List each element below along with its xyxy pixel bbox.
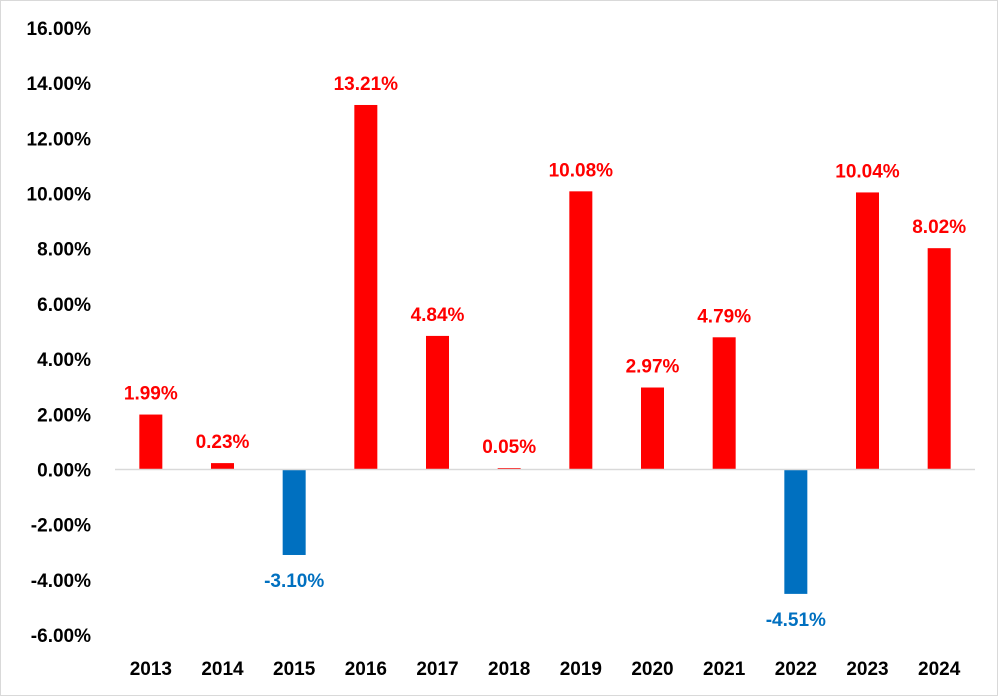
y-tick-label: 4.00% <box>37 350 91 371</box>
y-tick-label: -2.00% <box>31 516 91 537</box>
y-tick-label: 2.00% <box>37 405 91 426</box>
bar-2024 <box>927 248 951 470</box>
data-label-2018: 0.05% <box>482 437 536 458</box>
y-tick-label: 14.00% <box>27 74 92 95</box>
bar-2023 <box>856 192 879 470</box>
data-label-2024: 8.02% <box>912 217 966 238</box>
x-tick-label: 2016 <box>345 659 387 680</box>
bar-2020 <box>641 387 664 470</box>
bar-2021 <box>712 337 736 470</box>
bar-2013 <box>139 414 163 470</box>
y-tick-label: 10.00% <box>27 185 92 206</box>
x-tick-label: 2019 <box>560 659 602 680</box>
y-tick-label: -6.00% <box>31 626 91 647</box>
bar-2014 <box>211 463 234 470</box>
data-label-2019: 10.08% <box>549 160 614 181</box>
x-tick-label: 2017 <box>416 659 458 680</box>
data-label-2023: 10.04% <box>835 161 900 182</box>
bar-2015 <box>282 469 306 555</box>
data-label-2021: 4.79% <box>697 306 751 327</box>
y-tick-label: 0.00% <box>37 460 91 481</box>
bar-2017 <box>426 335 449 470</box>
y-tick-label: -4.00% <box>31 571 91 592</box>
y-axis: 16.00% 14.00% 12.00% 10.00% 8.00% 6.00% 4.00% 2… <box>27 19 92 647</box>
x-tick-label: 2018 <box>488 659 530 680</box>
data-label-2016: 13.21% <box>334 74 399 95</box>
y-tick-label: 12.00% <box>27 129 92 150</box>
x-tick-label: 2023 <box>846 659 888 680</box>
bar-2022 <box>784 469 808 594</box>
x-tick-label: 2014 <box>201 659 244 680</box>
bar-2016 <box>354 104 378 470</box>
x-tick-label: 2024 <box>918 659 961 680</box>
y-tick-label: 6.00% <box>37 295 91 316</box>
y-tick-label: 16.00% <box>27 19 92 40</box>
data-label-2015: -3.10% <box>264 571 324 592</box>
bar-2019 <box>569 191 593 470</box>
data-label-2022: -4.51% <box>766 610 826 631</box>
data-label-2017: 4.84% <box>411 305 465 326</box>
x-tick-label: 2021 <box>703 659 746 680</box>
bars <box>139 104 951 594</box>
x-tick-label: 2020 <box>631 659 673 680</box>
x-tick-label: 2013 <box>130 659 172 680</box>
data-label-2020: 2.97% <box>626 357 680 378</box>
data-label-2013: 1.99% <box>124 384 178 405</box>
x-tick-label: 2022 <box>775 659 817 680</box>
y-tick-label: 8.00% <box>37 240 91 261</box>
x-tick-label: 2015 <box>273 659 316 680</box>
x-axis: 2013 2014 2015 2016 2017 2018 2019 2020 2021 2022… <box>130 659 961 680</box>
data-labels: 1.99% 0.23% -3.10% 13.21% 4.84% 0.05% 10.08% 2.… <box>124 74 966 631</box>
data-label-2014: 0.23% <box>196 432 250 453</box>
